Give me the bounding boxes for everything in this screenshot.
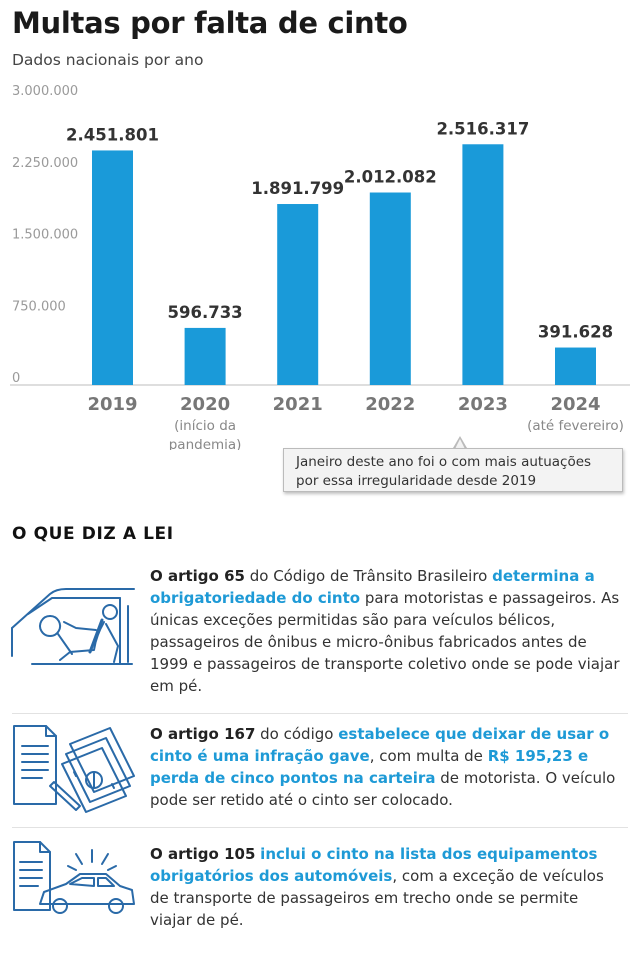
y-tick-label: 2.250.000 xyxy=(12,156,78,171)
law-text: do código xyxy=(255,725,339,743)
law-item-1: O artigo 65 do Código de Trânsito Brasil… xyxy=(150,565,624,697)
callout-line-2: por essa irregularidade desde 2019 xyxy=(296,473,537,489)
law-highlight: R$ 195,23 e perda de cinco pontos na car… xyxy=(150,747,589,787)
law-article-ref: O artigo 65 xyxy=(150,567,245,585)
category-note: (início da xyxy=(174,418,236,434)
law-text: , com multa de xyxy=(369,747,488,765)
section-heading: O QUE DIZ A LEI xyxy=(12,524,174,544)
y-tick-label: 750.000 xyxy=(12,299,66,314)
law-item-2: O artigo 167 do código estabelece que de… xyxy=(150,723,624,811)
bar-2022 xyxy=(369,192,411,385)
y-tick-label: 0 xyxy=(12,371,20,386)
bar-chart: 0 750.000 1.500.000 2.250.000 3.000.000 2.451… xyxy=(10,84,630,450)
x-tick-label: 2019 xyxy=(87,394,137,415)
document-car-icon xyxy=(13,841,135,914)
document-money-icon xyxy=(13,725,135,813)
divider xyxy=(12,827,628,828)
y-tick-label: 3.000.000 xyxy=(12,84,78,99)
data-label: 2.451.801 xyxy=(66,125,159,144)
law-article-ref: O artigo 167 xyxy=(150,725,256,743)
category-note: (até fevereiro) xyxy=(527,418,624,434)
x-tick-label: 2024 xyxy=(550,394,600,415)
law-article-ref: O artigo 105 xyxy=(150,845,256,863)
law-highlight: estabelece que deixar de usar o cinto é … xyxy=(150,725,610,765)
x-tick-label: 2022 xyxy=(365,394,415,415)
car-seatbelt-icon xyxy=(11,588,135,665)
law-highlight: determina a obrigatoriedade do cinto xyxy=(150,567,595,607)
law-text: de motorista. O veículo pode ser retido … xyxy=(150,769,616,809)
x-tick-label: 2020 xyxy=(180,394,230,415)
page-title: Multas por falta de cinto xyxy=(12,6,408,40)
bar-2020 xyxy=(184,327,226,385)
data-label: 391.628 xyxy=(538,323,613,342)
bar-2023 xyxy=(462,144,504,385)
page-subtitle: Dados nacionais por ano xyxy=(12,51,204,69)
bar-2021 xyxy=(277,204,319,385)
law-text: para motoristas e passageiros. As únicas… xyxy=(150,589,620,695)
law-text: do Código de Trânsito Brasileiro xyxy=(244,567,493,585)
data-label: 1.891.799 xyxy=(251,179,344,198)
y-tick-label: 1.500.000 xyxy=(12,228,78,243)
data-label: 596.733 xyxy=(168,303,243,322)
bar-2024 xyxy=(555,347,596,385)
bar-2019 xyxy=(92,150,133,385)
x-tick-label: 2023 xyxy=(458,394,508,415)
data-label: 2.012.082 xyxy=(344,168,437,187)
data-label: 2.516.317 xyxy=(436,119,529,138)
annotation-callout: Janeiro deste ano foi o com mais autuaçõ… xyxy=(283,448,623,492)
law-highlight: inclui o cinto na lista dos equipamentos… xyxy=(150,845,598,885)
x-tick-label: 2021 xyxy=(273,394,323,415)
law-text: , com a exceção de veículos de transport… xyxy=(150,867,604,929)
divider xyxy=(12,713,628,714)
law-item-3: O artigo 105 inclui o cinto na lista dos… xyxy=(150,843,624,931)
callout-line-1: Janeiro deste ano foi o com mais autuaçõ… xyxy=(296,454,592,470)
category-note: pandemia) xyxy=(169,437,242,450)
